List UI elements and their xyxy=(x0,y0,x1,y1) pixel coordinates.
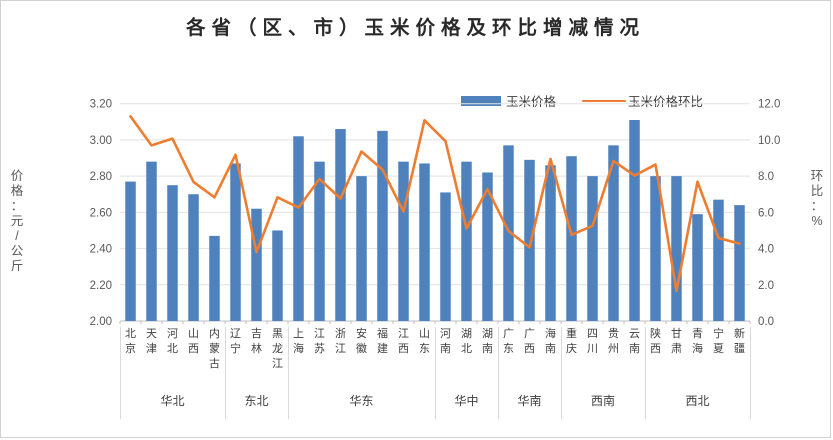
svg-text:2.40: 2.40 xyxy=(90,244,112,256)
svg-text:3.00: 3.00 xyxy=(90,135,112,147)
svg-text:3.20: 3.20 xyxy=(90,99,112,111)
svg-text:8.0: 8.0 xyxy=(758,171,774,183)
svg-text:2.80: 2.80 xyxy=(90,171,112,183)
svg-text:2.60: 2.60 xyxy=(90,207,112,219)
svg-text:4.0: 4.0 xyxy=(758,244,774,256)
svg-text:6.0: 6.0 xyxy=(758,207,774,219)
svg-text:2.20: 2.20 xyxy=(90,280,112,292)
svg-text:2.0: 2.0 xyxy=(758,280,774,292)
svg-text:12.0: 12.0 xyxy=(758,99,780,111)
svg-text:10.0: 10.0 xyxy=(758,135,780,147)
